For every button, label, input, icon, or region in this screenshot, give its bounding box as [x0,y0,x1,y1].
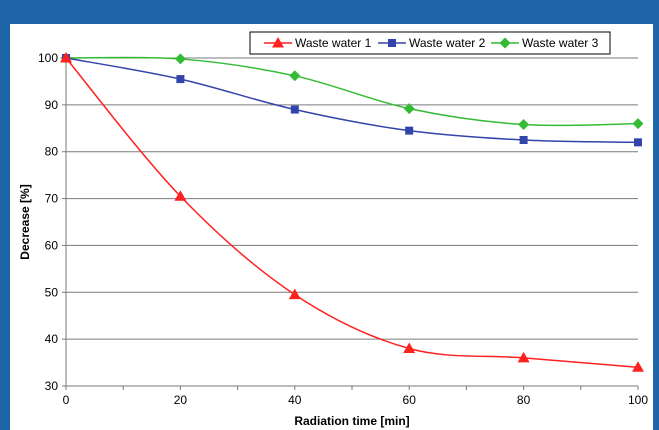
data-point [634,138,642,147]
y-axis-title: Decrease [%] [18,184,32,259]
data-point [176,75,185,84]
data-point [517,351,530,363]
y-tick-label: 70 [45,192,59,206]
y-tick-label: 80 [45,145,59,159]
legend-label: Waste water 2 [409,36,486,50]
data-point [60,52,72,63]
legend-label: Waste water 1 [295,36,372,50]
chart-panel [10,24,653,430]
data-point [405,126,414,135]
series-waste-water-3 [60,52,644,131]
tick-labels: 30 40 50 60 70 80 90 100 0 20 40 60 80 100 [38,51,648,407]
data-point [174,53,186,65]
x-tick-label: 40 [288,393,302,407]
y-tick-label: 60 [45,238,59,252]
data-point [288,288,301,300]
legend: Waste water 1 Waste water 2 Waste water 3 [249,31,611,55]
x-tick-label: 0 [63,393,70,407]
axes [62,57,639,390]
data-point [403,103,415,115]
y-tick-label: 40 [45,332,59,346]
series-line [65,57,639,144]
y-tick-label: 50 [45,285,59,299]
legend-item-waste-water-2: Waste water 2 [378,36,486,50]
data-point [290,105,299,114]
data-point [174,190,187,201]
x-tick-label: 100 [628,393,648,407]
legend-item-waste-water-1: Waste water 1 [264,36,372,50]
series [60,52,644,372]
data-point [403,342,416,354]
y-tick-label: 30 [45,379,59,393]
x-axis-title: Radiation time [min] [294,414,409,428]
data-point [519,136,528,144]
data-point [632,118,644,130]
data-point [518,119,530,131]
x-tick-label: 20 [174,393,188,407]
legend-marker [272,37,284,48]
legend-marker [388,39,396,47]
legend-item-waste-water-3: Waste water 3 [491,36,599,50]
y-tick-label: 90 [45,98,59,112]
series-waste-water-2 [62,54,642,147]
x-tick-label: 80 [517,393,531,407]
gridlines [66,57,638,340]
series-waste-water-1 [60,52,644,372]
series-line [65,56,639,127]
legend-box [249,31,611,55]
y-tick-label: 100 [38,51,58,65]
data-point [289,70,301,82]
legend-marker [499,37,511,49]
data-point [632,361,644,372]
legend-label: Waste water 3 [522,36,599,50]
x-tick-label: 60 [403,393,417,407]
